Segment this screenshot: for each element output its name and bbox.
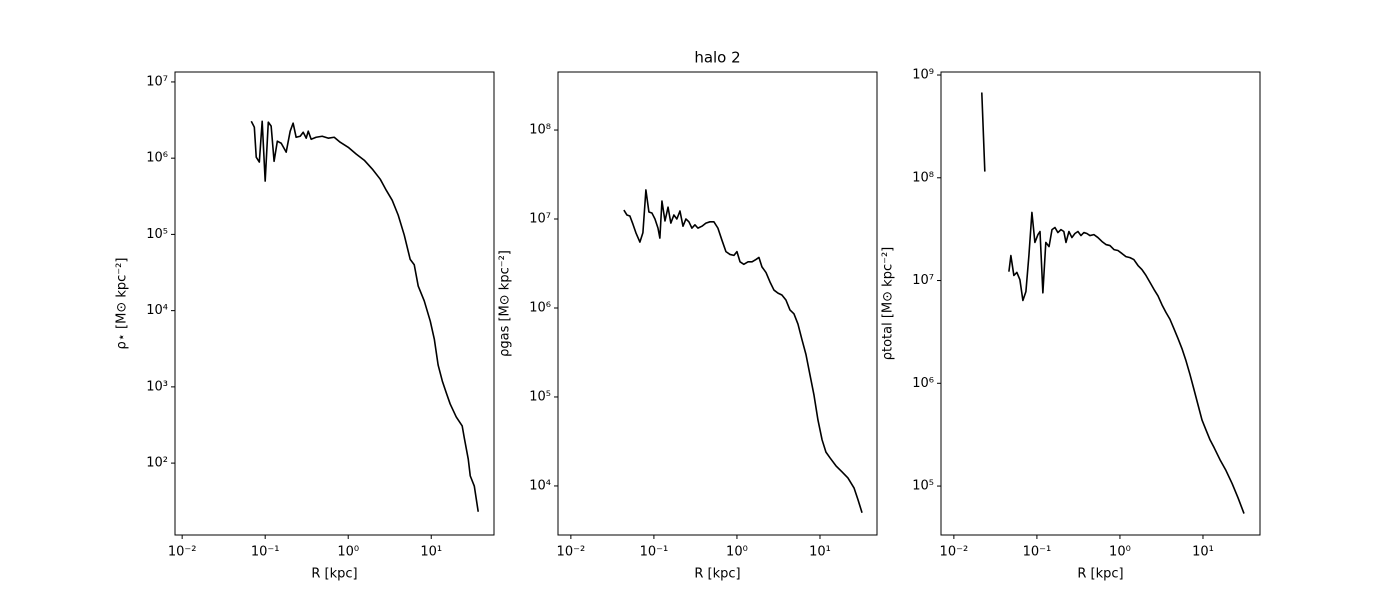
x-tick-label: 10¹ (809, 545, 831, 560)
x-tick-label: 10⁰ (337, 545, 359, 560)
x-tick-label: 10⁻² (557, 545, 586, 560)
x-tick-label: 10⁻¹ (1023, 545, 1052, 560)
y-tick-label: 10⁸ (912, 170, 934, 185)
y-axis-label: ρgas [M⊙ kpc⁻²] (498, 250, 513, 357)
x-tick-label: 10⁻² (168, 545, 197, 560)
axes-frame (174, 71, 495, 536)
x-tick-label: 10¹ (1192, 545, 1214, 560)
data-line (623, 189, 863, 513)
y-tick-label: 10⁶ (146, 151, 168, 166)
x-tick-label: 10¹ (420, 545, 442, 560)
axes-frame (557, 71, 878, 536)
data-line (250, 120, 480, 512)
chart-title: halo 2 (694, 49, 740, 67)
y-tick-label: 10⁷ (529, 212, 551, 227)
y-tick-label: 10⁹ (912, 68, 934, 83)
y-tick-label: 10⁷ (146, 74, 168, 89)
x-axis-label: R [kpc] (1077, 567, 1123, 582)
x-axis-label: R [kpc] (694, 567, 740, 582)
y-tick-label: 10⁷ (912, 273, 934, 288)
y-tick-label: 10⁸ (529, 123, 551, 138)
x-tick-label: 10⁻¹ (251, 545, 280, 560)
axes-frame (940, 71, 1261, 536)
y-tick-label: 10⁵ (146, 227, 168, 242)
y-axis-label: ρtotal [M⊙ kpc⁻²] (881, 247, 896, 361)
y-tick-label: 10⁵ (912, 479, 934, 494)
y-tick-label: 10⁴ (146, 303, 168, 318)
data-line (981, 92, 1245, 514)
y-tick-label: 10² (146, 456, 168, 471)
y-tick-label: 10⁶ (529, 300, 551, 315)
x-tick-label: 10⁰ (726, 545, 748, 560)
y-tick-label: 10⁵ (529, 389, 551, 404)
y-tick-label: 10⁶ (912, 376, 934, 391)
y-tick-label: 10³ (146, 379, 168, 394)
x-tick-label: 10⁻¹ (640, 545, 669, 560)
x-tick-label: 10⁻² (940, 545, 969, 560)
y-axis-label: ρ⋆ [M⊙ kpc⁻²] (115, 258, 130, 350)
x-axis-label: R [kpc] (311, 567, 357, 582)
y-tick-label: 10⁴ (529, 478, 551, 493)
x-tick-label: 10⁰ (1109, 545, 1131, 560)
